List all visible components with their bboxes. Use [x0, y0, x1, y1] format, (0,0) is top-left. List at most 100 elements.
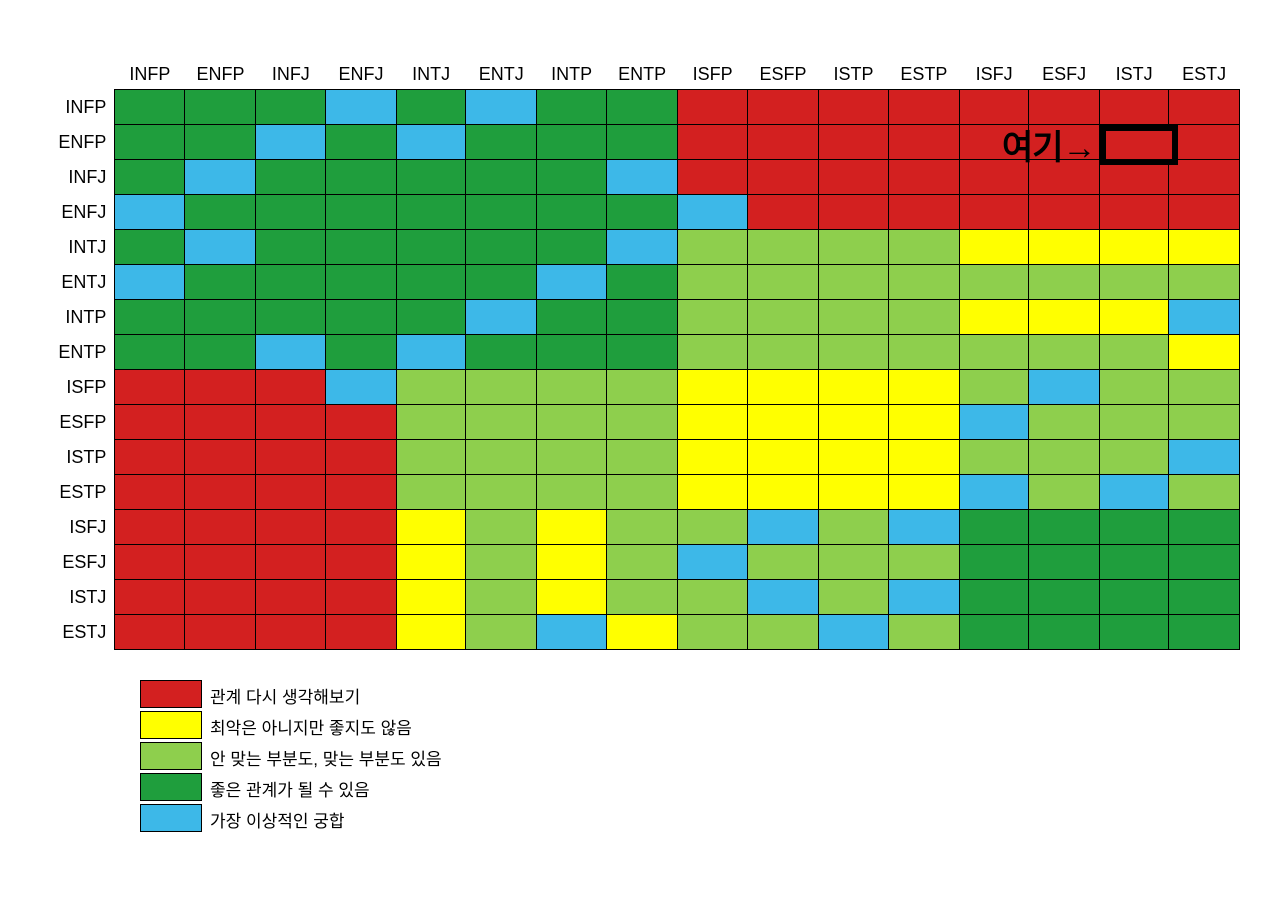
compat-cell [1029, 545, 1099, 580]
compat-cell [748, 90, 819, 125]
compat-cell [888, 580, 959, 615]
legend-label: 가장 이상적인 궁합 [202, 804, 353, 835]
compat-cell [115, 160, 185, 195]
compat-cell [959, 440, 1029, 475]
compat-cell [185, 510, 256, 545]
corner-spacer [40, 60, 115, 90]
compat-cell [1169, 195, 1240, 230]
compat-cell [537, 440, 607, 475]
compat-cell [1029, 300, 1099, 335]
compat-cell [1099, 370, 1169, 405]
compat-cell [326, 475, 397, 510]
compat-cell [537, 265, 607, 300]
compat-cell [1169, 440, 1240, 475]
compat-cell [1029, 125, 1099, 160]
legend-label: 최악은 아니지만 좋지도 않음 [202, 711, 420, 742]
compat-cell [185, 160, 256, 195]
compat-cell [607, 195, 678, 230]
compat-cell [537, 335, 607, 370]
compat-cell [1029, 370, 1099, 405]
compat-cell [818, 265, 888, 300]
compat-cell [1029, 230, 1099, 265]
compat-cell [326, 545, 397, 580]
compat-cell [185, 440, 256, 475]
compat-cell [1099, 125, 1169, 160]
compat-cell [466, 160, 537, 195]
compat-cell [466, 615, 537, 650]
compat-cell [1099, 545, 1169, 580]
compat-cell [1169, 90, 1240, 125]
compat-cell [115, 545, 185, 580]
legend-swatch [140, 804, 202, 832]
column-header: INFJ [256, 60, 326, 90]
compat-cell [256, 545, 326, 580]
compat-cell [1169, 580, 1240, 615]
column-header: ISTJ [1099, 60, 1169, 90]
compat-cell [607, 125, 678, 160]
compat-cell [818, 440, 888, 475]
compat-cell [607, 580, 678, 615]
compat-cell [607, 405, 678, 440]
compat-cell [748, 615, 819, 650]
compat-cell [818, 195, 888, 230]
compat-cell [1169, 160, 1240, 195]
compat-cell [466, 545, 537, 580]
legend-swatch [140, 742, 202, 770]
row-header: ISTP [40, 440, 115, 475]
compat-cell [678, 405, 748, 440]
compat-cell [959, 335, 1029, 370]
column-header: ISTP [818, 60, 888, 90]
compat-cell [115, 265, 185, 300]
compat-cell [888, 545, 959, 580]
row-header: ISTJ [40, 580, 115, 615]
compat-cell [466, 580, 537, 615]
compat-cell [115, 475, 185, 510]
compat-cell [466, 265, 537, 300]
compat-cell [818, 230, 888, 265]
compat-cell [888, 265, 959, 300]
legend-swatch [140, 680, 202, 708]
compat-cell [256, 580, 326, 615]
compat-cell [678, 335, 748, 370]
compat-cell [748, 265, 819, 300]
compat-cell [185, 615, 256, 650]
row-header: ENFP [40, 125, 115, 160]
compat-cell [888, 370, 959, 405]
compat-cell [1099, 90, 1169, 125]
compat-cell [396, 300, 466, 335]
compat-cell [678, 90, 748, 125]
compat-cell [115, 230, 185, 265]
mbti-compatibility-chart: INFPENFPINFJENFJINTJENTJINTPENTPISFPESFP… [0, 0, 1280, 875]
legend-swatch [140, 773, 202, 801]
column-header: INTJ [396, 60, 466, 90]
compat-cell [396, 440, 466, 475]
compat-cell [748, 510, 819, 545]
compat-cell [748, 475, 819, 510]
compat-cell [888, 615, 959, 650]
compat-cell [256, 370, 326, 405]
column-header: ENTP [607, 60, 678, 90]
compat-cell [537, 300, 607, 335]
compat-cell [466, 335, 537, 370]
compat-cell [678, 545, 748, 580]
compat-cell [818, 615, 888, 650]
compat-cell [1099, 440, 1169, 475]
compat-cell [537, 475, 607, 510]
compatibility-grid: INFPENFPINFJENFJINTJENTJINTPENTPISFPESFP… [40, 60, 1240, 650]
compat-cell [678, 265, 748, 300]
compat-cell [326, 510, 397, 545]
compat-cell [185, 545, 256, 580]
compat-cell [607, 160, 678, 195]
compat-cell [1099, 300, 1169, 335]
compat-cell [748, 125, 819, 160]
row-header: ESTP [40, 475, 115, 510]
row-header: ESFJ [40, 545, 115, 580]
compat-cell [256, 300, 326, 335]
compat-cell [256, 90, 326, 125]
row-header: ENFJ [40, 195, 115, 230]
compat-cell [959, 195, 1029, 230]
compat-cell [1029, 580, 1099, 615]
row-header: ENTJ [40, 265, 115, 300]
compat-cell [396, 160, 466, 195]
compat-cell [748, 195, 819, 230]
